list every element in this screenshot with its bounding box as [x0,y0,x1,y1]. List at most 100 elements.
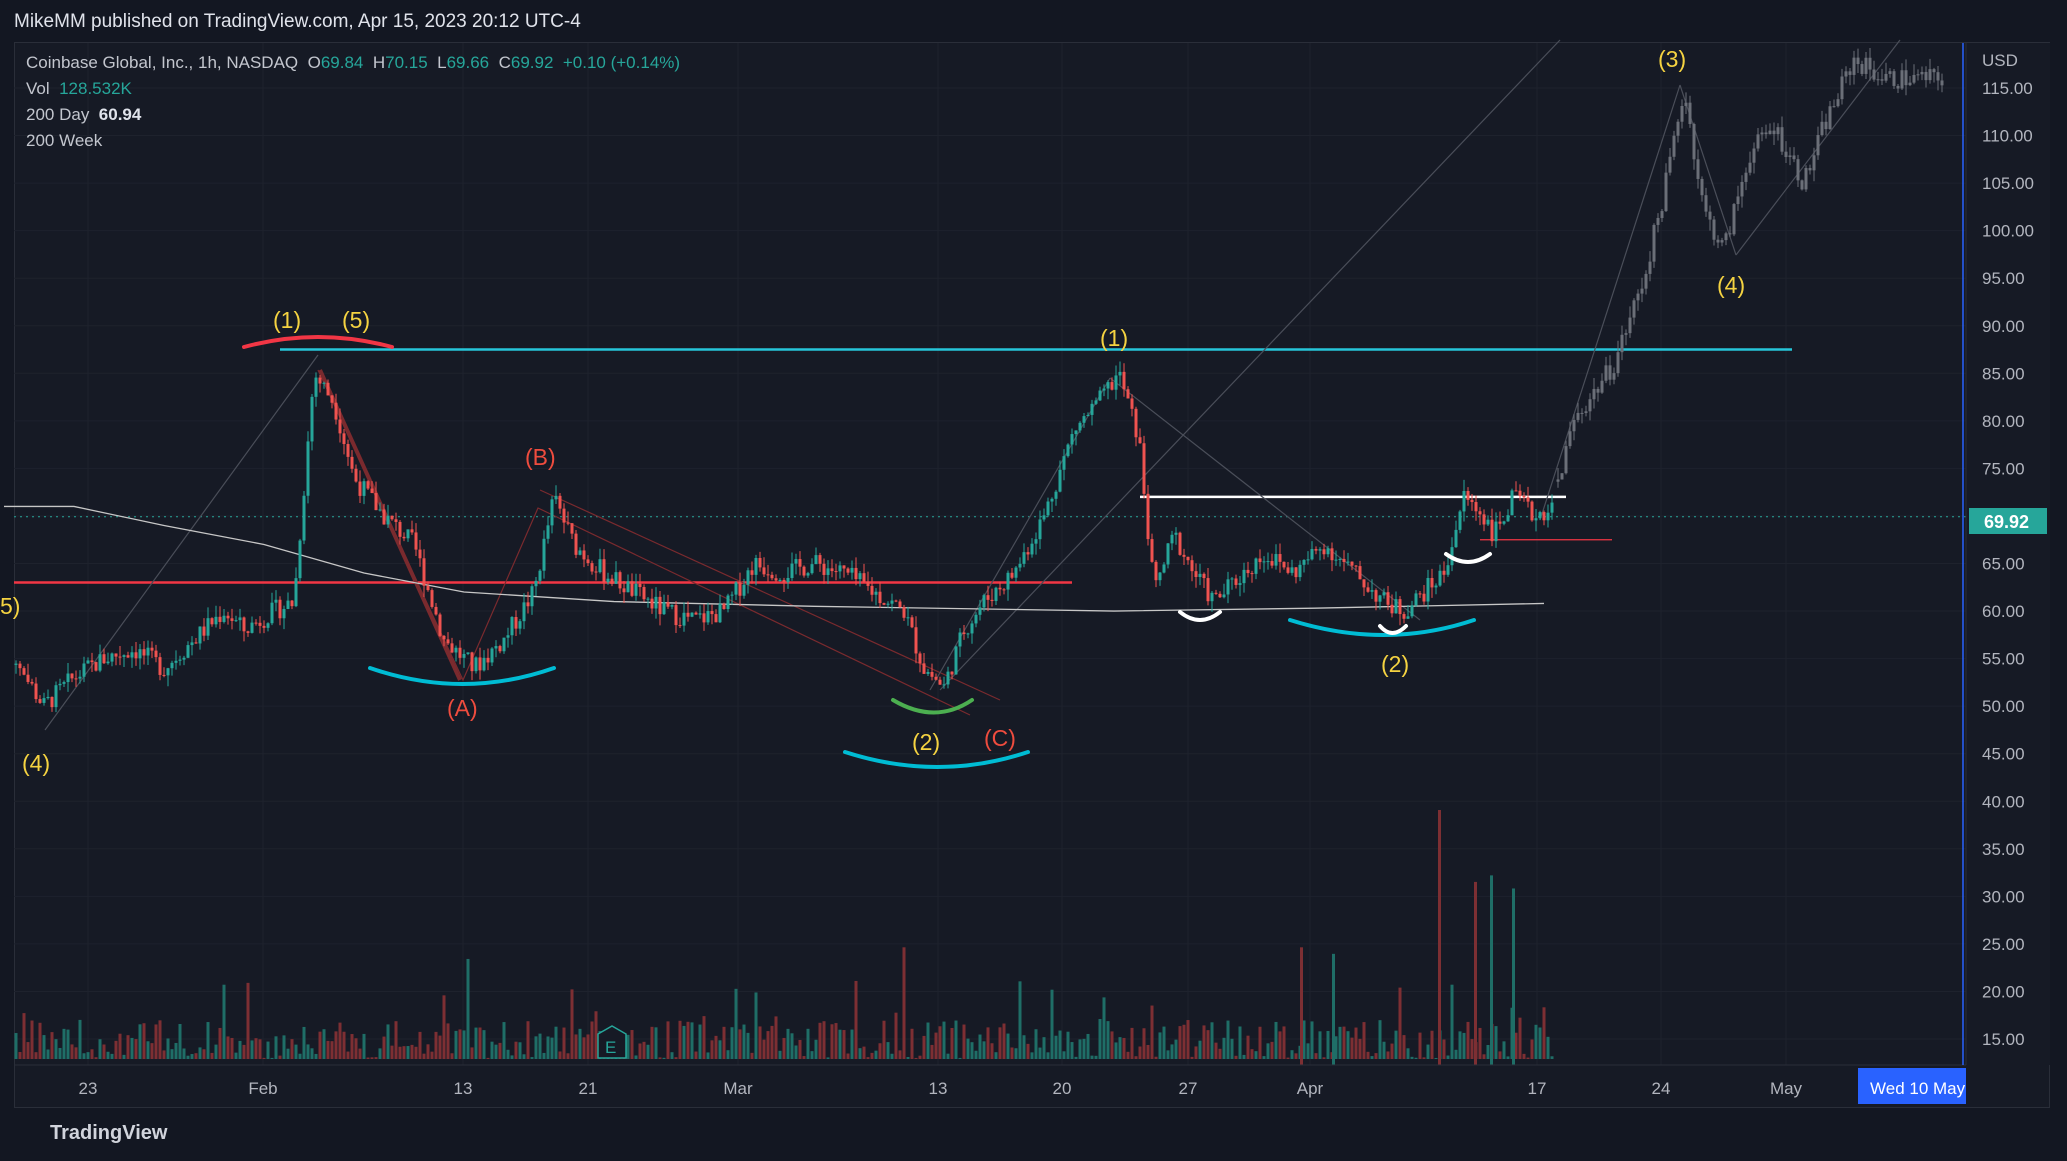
projected-candle [1764,132,1768,135]
candle [446,639,450,644]
volume-bar [314,1053,318,1059]
price-axis-panel[interactable] [1966,43,2050,1065]
candle [686,612,690,617]
candle [1318,549,1322,551]
volume-bar [82,1053,86,1059]
chart-frame[interactable] [14,42,2050,1108]
volume-bar [1426,1044,1430,1059]
volume-bar [1078,1039,1082,1059]
volume-bar [890,1053,894,1059]
earnings-marker[interactable]: E [597,1025,627,1059]
volume-bar [582,1037,586,1059]
volume-bar [454,1030,458,1059]
volume-bar [110,1053,114,1059]
candle [1006,572,1010,590]
volume-bar [62,1028,66,1059]
candle [650,598,654,609]
candle [810,564,814,574]
candle [898,601,902,608]
bottom-arc-a [368,666,556,686]
volume-bar [838,1029,842,1059]
candles [14,361,1554,713]
candle [826,568,830,575]
volume-bar [706,1052,710,1059]
volume-bar [1146,1044,1150,1059]
volume-bar [1194,1046,1198,1059]
volume-bar [94,1057,98,1059]
volume-bar [550,1037,554,1059]
volume-bar [562,1027,566,1059]
candle [1050,498,1054,502]
candle [786,577,790,583]
volume-bar [1170,1044,1174,1059]
volume-bar [1542,1007,1546,1059]
volume-bar [958,1057,962,1059]
volume-bar [674,1057,678,1059]
candle [1078,422,1082,431]
volume-bar [854,980,858,1059]
candle [366,481,370,489]
y-tick-label: 105.00 [1982,174,2034,193]
candle [1418,593,1422,595]
x-tick-label: Feb [248,1079,277,1098]
tradingview-brand[interactable]: TradingView [50,1122,168,1144]
volume-bar [782,1037,786,1059]
candle [678,625,682,627]
volume-bar [850,1029,854,1059]
volume-bar [734,988,738,1059]
volume-bar [478,1027,482,1059]
candle [754,557,758,575]
volume-bar [1242,1054,1246,1059]
volume-bar [46,1049,50,1059]
candle [738,582,742,596]
y-tick-label: 50.00 [1982,697,2025,716]
volume-bar [1302,1020,1306,1059]
x-tick-label: 13 [454,1079,473,1098]
volume-bar [430,1051,434,1059]
candle [158,657,162,675]
projected-candle [1608,365,1612,380]
volume-bar [298,1053,302,1059]
volume-bar [966,1038,970,1059]
candle [46,696,50,699]
candle [622,588,626,593]
candle [1526,497,1530,502]
candle [642,587,646,600]
candle [506,635,510,638]
volume-bar [302,1026,306,1059]
candle [286,600,290,610]
y-tick-label: 30.00 [1982,887,2025,906]
volume-bar [1218,1048,1222,1059]
volume-bar [1314,1053,1318,1059]
volume-bar [750,1052,754,1059]
wave-label: (1) [1100,325,1128,351]
volume-bar [242,1044,246,1059]
candle [466,652,470,654]
volume-bar [102,1044,106,1059]
projected-candle [1560,473,1564,480]
legend-high: 70.15 [385,53,428,72]
candle [1210,592,1214,602]
legend-ma200w-label: 200 Week [26,131,103,150]
volume-bar [1106,1021,1110,1059]
candle [890,600,894,604]
projected-candle [1760,132,1764,135]
volume-bar [1002,1023,1006,1059]
projected-candle [1700,178,1704,196]
candle [298,540,302,579]
x-tick-label: Apr [1297,1079,1324,1098]
candle [734,582,738,595]
volume-bar [978,1034,982,1059]
projected-candle [1756,134,1760,149]
volume-bar [894,1012,898,1059]
volume-bar [202,1049,206,1059]
candle [374,493,378,511]
volume-bar [274,1036,278,1059]
candle [66,673,70,683]
volume-bar [590,1021,594,1059]
volume-bar [334,1031,338,1059]
candle [1026,552,1030,555]
volume-bar [118,1033,122,1059]
volume-bar [138,1024,142,1059]
